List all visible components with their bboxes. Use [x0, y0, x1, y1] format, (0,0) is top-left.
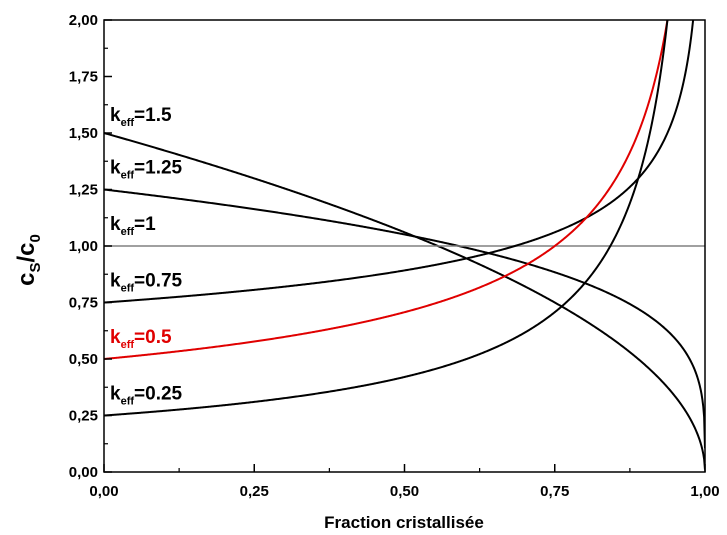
- series-line-k-0-5: [104, 20, 669, 360]
- series-label-k-0-75: keff=0.75: [110, 271, 183, 295]
- series-label-k-0-25: keff=0.25: [110, 384, 183, 408]
- y-axis-title: cS/c0: [13, 234, 44, 286]
- x-axis-title: Fraction cristallisée: [324, 513, 484, 532]
- curves-group: [104, 20, 705, 470]
- series-line-k-0-75: [104, 20, 695, 304]
- y-tick-label: 0,50: [69, 351, 98, 368]
- x-tick-label: 0,75: [540, 483, 569, 500]
- series-label-k-1: keff=1: [110, 214, 156, 238]
- y-axis-title-main: c: [13, 273, 40, 286]
- y-tick-label: 1,50: [69, 125, 98, 142]
- x-tick-label: 0,25: [240, 483, 269, 500]
- y-axis-title-sub1: S: [27, 262, 44, 272]
- series-line-k-0-25: [104, 20, 669, 417]
- series-label-k-1-5: keff=1.5: [110, 105, 172, 129]
- y-axis-title-sep: /c: [13, 242, 40, 262]
- x-tick-label: 0,00: [89, 483, 118, 500]
- series-line-k-1-25: [104, 188, 705, 449]
- y-tick-label: 2,00: [69, 12, 98, 29]
- y-axis-title-sub2: 0: [27, 234, 44, 242]
- series-label-k-1-25: keff=1.25: [110, 158, 183, 182]
- y-tick-label: 0,75: [69, 295, 98, 312]
- series-labels: keff=1.5 keff=1.25 keff=1 keff=0.75 keff=0.5…: [110, 105, 183, 408]
- series-label-k-0-5: keff=0.5: [110, 327, 172, 351]
- x-axis: 0,00 0,25 0,50 0,75 1,00: [89, 464, 720, 500]
- x-tick-label: 0,50: [390, 483, 419, 500]
- y-tick-label: 1,00: [69, 238, 98, 255]
- y-tick-label: 0,25: [69, 408, 98, 425]
- y-tick-label: 0,00: [69, 464, 98, 481]
- series-line-k-1-5: [104, 132, 705, 470]
- y-tick-label: 1,25: [69, 182, 98, 199]
- y-tick-label: 1,75: [69, 69, 98, 86]
- x-tick-label: 1,00: [690, 483, 719, 500]
- y-axis: 0,00 0,25 0,50 0,75 1,00 1,25 1,50 1,75 2,00: [69, 12, 112, 481]
